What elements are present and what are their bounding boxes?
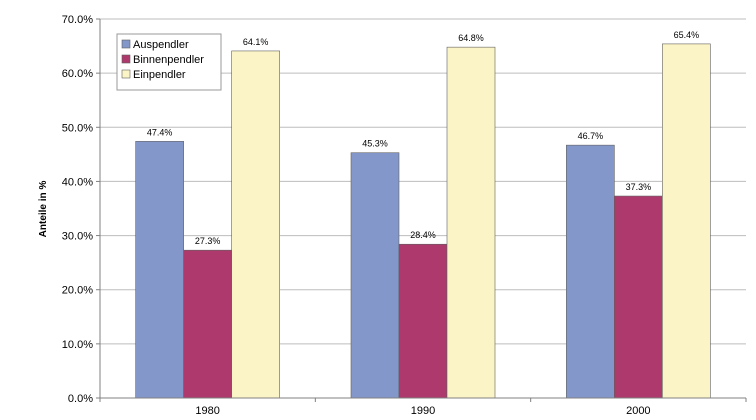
data-label: 37.3%: [626, 182, 652, 192]
labels: 0.0% 10.0% 20.0% 30.0% 40.0% 50.0% 60.0% 70.0% 4…: [62, 14, 699, 417]
bar-binnenpendler-1980: [183, 249, 232, 399]
legend: Auspendler Binnenpendler Einpendler: [116, 33, 222, 91]
bar-auspendler-2000: [566, 144, 615, 399]
y-tick-label: 30.0%: [62, 231, 93, 243]
y-tick-label: 10.0%: [62, 339, 93, 351]
data-label: 27.3%: [195, 236, 221, 246]
legend-label-auspendler: Auspendler: [133, 39, 189, 51]
legend-label-einpendler: Einpendler: [133, 69, 186, 81]
x-tick-label: 1980: [195, 405, 219, 417]
data-label: 45.3%: [362, 139, 388, 149]
y-tick-label: 0.0%: [68, 393, 93, 405]
data-label: 47.4%: [147, 127, 173, 137]
legend-swatch-einpendler: [121, 69, 131, 79]
legend-label-binnenpendler: Binnenpendler: [133, 54, 204, 66]
bar-binnenpendler-2000: [614, 195, 663, 399]
y-tick-label: 20.0%: [62, 285, 93, 297]
bar-einpendler-1980: [231, 50, 280, 399]
bar-auspendler-1990: [350, 152, 400, 399]
y-tick-label: 70.0%: [62, 14, 93, 26]
legend-box: [116, 33, 222, 91]
data-label: 65.4%: [674, 30, 700, 40]
legend-swatch-auspendler: [121, 39, 131, 49]
y-tick-label: 40.0%: [62, 176, 93, 188]
legend-swatch-binnenpendler: [121, 54, 131, 64]
bar-binnenpendler-1990: [398, 243, 448, 399]
data-label: 64.1%: [243, 37, 269, 47]
y-tick-label: 50.0%: [62, 122, 93, 134]
bar-einpendler-2000: [662, 43, 711, 399]
axes: [99, 19, 746, 399]
bar-einpendler-1990: [446, 46, 496, 399]
y-tick-label: 60.0%: [62, 68, 93, 80]
data-label: 64.8%: [458, 33, 484, 43]
y-axis-title: Anteile in %: [38, 181, 49, 238]
bars: [135, 43, 711, 399]
x-tick-label: 1990: [411, 405, 435, 417]
bar-auspendler-1980: [135, 141, 184, 399]
data-label: 46.7%: [578, 131, 604, 141]
x-tick-label: 2000: [626, 405, 650, 417]
data-label: 28.4%: [410, 230, 436, 240]
